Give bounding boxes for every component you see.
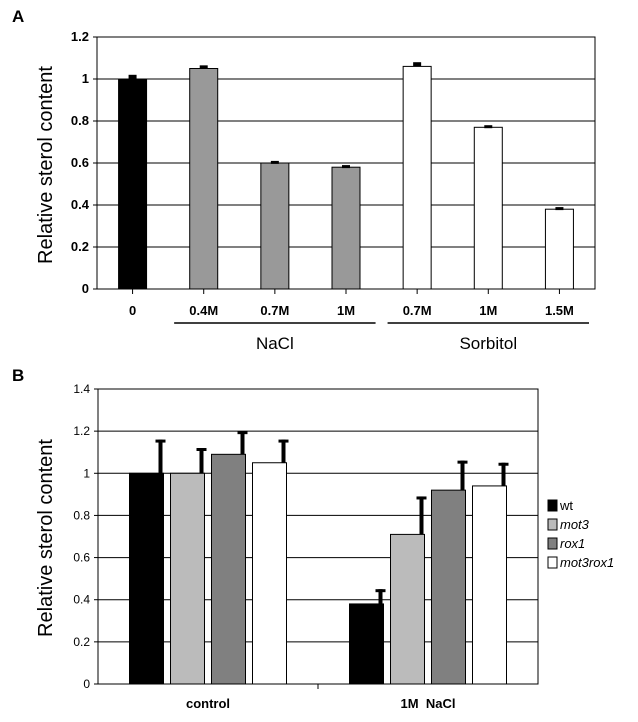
panel-a-error-bar <box>199 65 208 69</box>
panel-a-x-tick-label: 1M <box>337 303 355 318</box>
panel-a-x-tick-label: 0.7M <box>260 303 289 318</box>
panel-b-legend-swatch <box>547 518 558 531</box>
panel-b-y-tick-label: 0.8 <box>73 508 90 522</box>
panel-a-x-tick-label: 1M <box>479 303 497 318</box>
panel-b-bar <box>431 489 466 685</box>
panel-a-x-tick-label: 0 <box>129 303 136 318</box>
panel-b-error-bar <box>240 431 245 455</box>
panel-b-error-bar <box>460 460 465 491</box>
panel-b-y-tick-label: 0.4 <box>73 593 90 607</box>
panel-b-legend-swatch <box>547 556 558 569</box>
panel-a-bar <box>189 68 219 290</box>
panel-b-error-bar <box>378 589 383 604</box>
panel-a-y-tick-label: 0.4 <box>71 197 90 212</box>
panel-a-bar <box>260 162 290 290</box>
panel-a-y-tick-label: 0.6 <box>71 155 89 170</box>
panel-a-x-tick-label: 0.7M <box>403 303 432 318</box>
panel-b-error-bar <box>501 462 506 486</box>
panel-a-x-tick-label: 1.5M <box>545 303 574 318</box>
panel-a-y-tick-label: 0.8 <box>71 113 89 128</box>
panel-a-error-bar <box>342 165 350 169</box>
panel-b-y-tick-label: 0 <box>83 677 90 691</box>
panel-letter-a: A <box>12 7 24 26</box>
panel-b-error-cap <box>457 460 468 464</box>
panel-a-bar <box>402 65 432 290</box>
panel-a-bar <box>331 166 361 290</box>
panel-a-chart: 0 0.2 0.4 0.6 0.8 1 1.2 0 0.4M 0.7M 1M 0.7M 1M 1.5M Na… <box>71 29 596 353</box>
panel-b-bar <box>170 472 205 685</box>
panel-b-bar <box>252 462 287 685</box>
panel-a-x-tick-label: 0.4M <box>189 303 218 318</box>
panel-a-y-tick-label: 0.2 <box>71 239 89 254</box>
panel-a-error-bar <box>413 62 422 67</box>
panel-b-bar <box>349 603 384 685</box>
panel-b-error-cap <box>278 439 289 443</box>
panel-b-chart: 0 0.2 0.4 0.6 0.8 1 1.2 1.4 control 1M NaCl <box>73 382 539 711</box>
panel-b-legend-label: rox1 <box>560 536 585 551</box>
panel-b-error-cap <box>416 496 427 500</box>
panel-a-y-tick-label: 0 <box>82 281 89 296</box>
panel-letter-b: B <box>12 366 24 385</box>
panel-a-bar <box>118 78 148 290</box>
panel-a-y-axis-label: Relative sterol content <box>35 66 57 264</box>
panel-a-error-bar <box>484 125 493 129</box>
panel-a-error-bar <box>128 74 137 79</box>
panel-b-error-cap <box>375 589 386 593</box>
panel-b-error-bar <box>281 439 286 463</box>
panel-b-y-tick-label: 1.2 <box>73 424 90 438</box>
panel-b-legend-swatch <box>547 537 558 550</box>
panel-b-error-cap <box>196 448 207 451</box>
panel-b-legend-swatch <box>547 499 558 512</box>
panel-b-error-cap <box>237 431 248 435</box>
panel-b-y-tick-label: 0.6 <box>73 551 90 565</box>
panel-b-y-tick-label: 1.4 <box>73 382 90 396</box>
panel-b-error-bar <box>419 496 424 535</box>
panel-a-y-tick-label: 1.2 <box>71 29 89 44</box>
panel-b-bar <box>390 533 425 685</box>
panel-b-legend-label: mot3rox1 <box>560 555 614 570</box>
panel-b-error-cap <box>498 462 509 466</box>
panel-b-error-bar <box>199 448 204 474</box>
panel-b-y-tick-label: 0.2 <box>73 635 90 649</box>
panel-b-x-tick-label: 1M NaCl <box>401 696 456 711</box>
panel-a-bar <box>544 208 574 290</box>
panel-b-y-tick-label: 1 <box>83 466 90 480</box>
panel-b-bar <box>129 472 164 685</box>
panel-b-bar <box>211 453 246 685</box>
panel-a-group-label: NaCl <box>256 334 294 353</box>
panel-a-y-tick-label: 1 <box>82 71 89 86</box>
panel-a-bar <box>473 126 503 290</box>
panel-a-group-label: Sorbitol <box>459 334 517 353</box>
panel-a-error-bar <box>270 160 279 164</box>
panel-b-legend-label: mot3 <box>560 517 590 532</box>
panel-b-error-bar <box>158 439 163 474</box>
panel-a-error-bar <box>555 207 564 211</box>
panel-b-x-tick-label: control <box>186 696 230 711</box>
panel-b-y-axis-label: Relative sterol content <box>35 439 57 637</box>
panel-b-bar <box>472 485 507 685</box>
panel-b-legend-label: wt <box>559 498 573 513</box>
panel-b-error-cap <box>155 439 166 443</box>
